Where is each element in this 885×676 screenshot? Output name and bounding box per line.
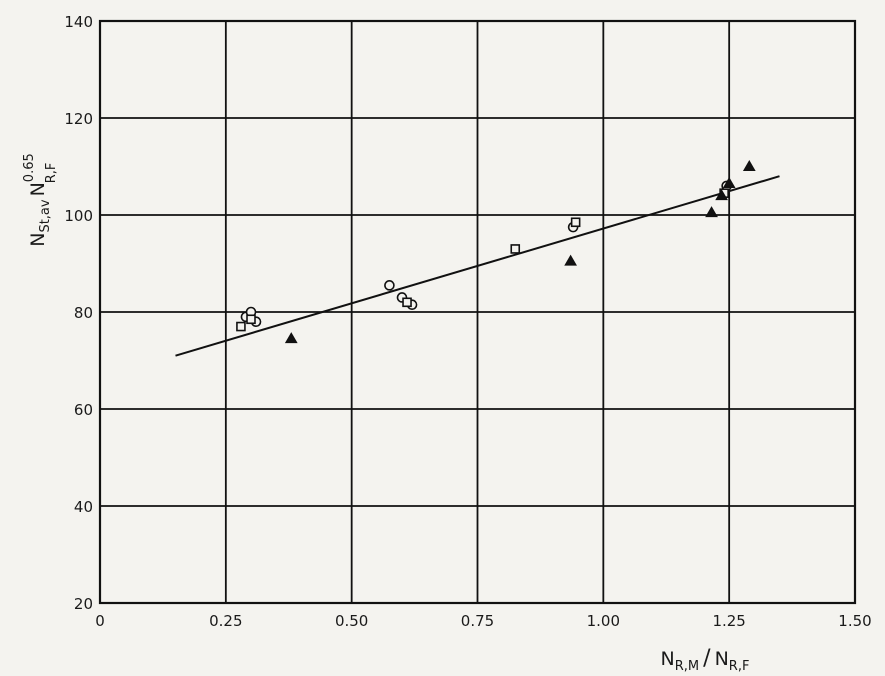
triangle-marker (564, 254, 577, 266)
x-label-sub1: R,M (675, 659, 699, 674)
triangle-marker (715, 189, 728, 201)
triangle-marker (722, 176, 736, 188)
x-label-main2: N (715, 648, 729, 670)
triangle-marker (705, 206, 718, 218)
x-tick-label: 0.50 (335, 612, 368, 630)
x-label-sub2: R,F (729, 659, 750, 674)
fit-line (175, 175, 780, 357)
fit-line-group (175, 175, 780, 357)
y-label-main2: N (27, 182, 49, 196)
y-label-sub: St,av (38, 199, 53, 232)
plot-frame (98, 19, 857, 605)
square-marker (570, 217, 581, 228)
x-tick-label: 1.25 (712, 612, 745, 630)
square-marker (236, 321, 246, 332)
y-tick-label: 40 (74, 498, 93, 516)
x-label-slash: / (703, 646, 711, 671)
square-marker (246, 314, 256, 325)
y-tick-labels: 20 40 60 80 100 120 140 (64, 13, 93, 613)
x-tick-label: 1.50 (838, 612, 871, 630)
y-label-sub2: R,F (44, 163, 59, 184)
x-label-main: N (661, 648, 675, 670)
y-axis-label: NSt,avN0.65 R,F (22, 153, 59, 247)
y-tick-label: 60 (74, 401, 93, 419)
x-tick-label: 0 (95, 612, 105, 630)
y-tick-label: 100 (64, 207, 93, 225)
y-label-sup: 0.65 (22, 153, 37, 182)
y-tick-label: 120 (64, 110, 93, 128)
triangle-marker (284, 332, 298, 344)
triangle-marker (742, 160, 756, 171)
square-marker (402, 297, 412, 308)
x-tick-label: 1.00 (587, 612, 620, 630)
x-tick-label: 0.75 (461, 612, 494, 630)
data-markers (236, 160, 756, 344)
x-tick-label: 0.25 (209, 612, 242, 630)
y-tick-label: 140 (64, 13, 93, 31)
y-tick-label: 20 (74, 595, 93, 613)
y-label-main: N (27, 233, 49, 247)
y-tick-label: 80 (74, 304, 93, 322)
circle-marker (384, 280, 395, 291)
x-axis-label: NR,M / NR,F (661, 646, 750, 674)
square-marker (510, 244, 521, 254)
x-tick-labels: 0 0.25 0.50 0.75 1.00 1.25 1.50 (95, 612, 871, 630)
